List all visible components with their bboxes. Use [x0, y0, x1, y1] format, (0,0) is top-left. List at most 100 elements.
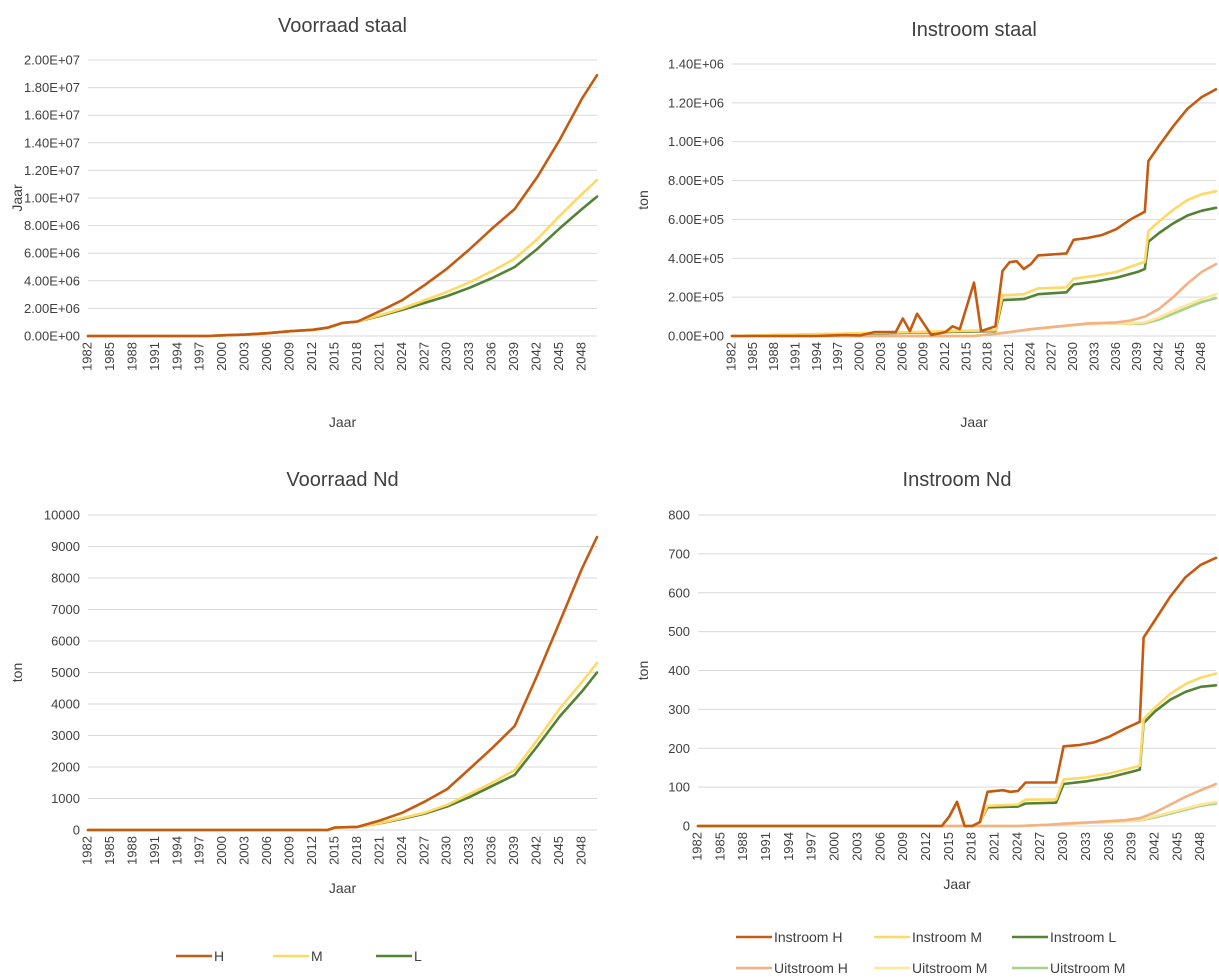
x-tick-label: 1997 — [804, 832, 819, 861]
x-tick-label: 2006 — [894, 342, 909, 371]
x-tick-label: 2048 — [1192, 832, 1207, 861]
series-line-l — [86, 671, 599, 832]
y-tick-label: 500 — [668, 624, 690, 639]
x-axis-label: Jaar — [329, 880, 357, 896]
x-tick-label: 2045 — [551, 836, 566, 865]
x-tick-label: 2042 — [1146, 832, 1161, 861]
x-tick-label: 1982 — [79, 836, 94, 865]
x-tick-label: 1991 — [758, 832, 773, 861]
x-tick-label: 2021 — [1001, 342, 1016, 371]
y-tick-label: 700 — [668, 546, 690, 561]
chart-title: Voorraad staal — [278, 15, 407, 37]
x-tick-label: 2039 — [1124, 832, 1139, 861]
series-line-uitstroom-h — [696, 782, 1218, 828]
series-line-uitstroom-m — [696, 802, 1218, 828]
legend-left-label: H — [214, 948, 224, 964]
y-tick-label: 1.60E+07 — [24, 108, 80, 123]
y-tick-label: 10000 — [44, 508, 80, 523]
x-tick-label: 2012 — [304, 836, 319, 865]
x-tick-label: 2036 — [484, 342, 499, 371]
x-tick-label: 2036 — [1108, 342, 1123, 371]
y-tick-label: 1.40E+06 — [668, 57, 724, 72]
legend-right-label: Uitstroom M — [912, 960, 987, 976]
y-tick-label: 4000 — [51, 697, 80, 712]
x-tick-label: 1994 — [809, 342, 824, 371]
x-tick-label: 1982 — [79, 342, 94, 371]
x-tick-label: 2048 — [573, 342, 588, 371]
x-tick-label: 2045 — [551, 342, 566, 371]
x-tick-label: 1994 — [169, 342, 184, 371]
x-tick-label: 2006 — [872, 832, 887, 861]
x-tick-label: 1994 — [781, 832, 796, 861]
x-tick-label: 2036 — [1101, 832, 1116, 861]
x-tick-label: 2015 — [326, 836, 341, 865]
x-tick-label: 2012 — [937, 342, 952, 371]
x-tick-label: 2018 — [964, 832, 979, 861]
x-tick-label: 2021 — [987, 832, 1002, 861]
x-tick-label: 2048 — [1193, 342, 1208, 371]
y-tick-label: 600 — [668, 585, 690, 600]
x-tick-label: 1988 — [124, 342, 139, 371]
x-tick-label: 1994 — [169, 836, 184, 865]
x-tick-label: 2003 — [237, 342, 252, 371]
x-tick-label: 1988 — [735, 832, 750, 861]
x-tick-label: 2015 — [958, 342, 973, 371]
y-tick-label: 100 — [668, 780, 690, 795]
y-tick-label: 4.00E+05 — [668, 251, 724, 266]
legend-right-label: Instroom L — [1050, 929, 1116, 945]
legend-right-label: Uitstroom M — [1050, 960, 1125, 976]
x-tick-label: 1982 — [689, 832, 704, 861]
x-tick-label: 2030 — [439, 342, 454, 371]
x-axis-label: Jaar — [329, 414, 357, 430]
chart-title: Instroom Nd — [903, 469, 1012, 491]
x-tick-label: 2027 — [416, 836, 431, 865]
y-tick-label: 1.80E+07 — [24, 80, 80, 95]
series-line-m — [86, 661, 599, 832]
x-tick-label: 2045 — [1169, 832, 1184, 861]
x-tick-label: 2045 — [1172, 342, 1187, 371]
y-tick-label: 1.20E+07 — [24, 163, 80, 178]
y-tick-label: 9000 — [51, 539, 80, 554]
y-tick-label: 1000 — [51, 791, 80, 806]
y-tick-label: 2000 — [51, 760, 80, 775]
y-tick-label: 6.00E+05 — [668, 212, 724, 227]
y-tick-label: 1.20E+06 — [668, 95, 724, 110]
x-tick-label: 2006 — [259, 342, 274, 371]
x-axis-label: Jaar — [960, 414, 988, 430]
y-tick-label: 400 — [668, 663, 690, 678]
legend-left-label: M — [311, 948, 323, 964]
y-tick-label: 3000 — [51, 728, 80, 743]
x-tick-label: 2039 — [506, 342, 521, 371]
x-tick-label: 2024 — [1022, 342, 1037, 371]
x-tick-label: 1985 — [745, 342, 760, 371]
x-tick-label: 2039 — [506, 836, 521, 865]
y-tick-label: 8000 — [51, 571, 80, 586]
series-line-h — [86, 535, 599, 832]
x-tick-label: 2024 — [394, 342, 409, 371]
y-tick-label: 1.00E+06 — [668, 134, 724, 149]
y-axis-label: Jaar — [9, 184, 25, 212]
x-tick-label: 2009 — [916, 342, 931, 371]
x-tick-label: 1988 — [766, 342, 781, 371]
x-tick-label: 2039 — [1129, 342, 1144, 371]
series-line-uitstroom-h — [730, 262, 1218, 338]
x-tick-label: 2030 — [439, 836, 454, 865]
x-tick-label: 2003 — [849, 832, 864, 861]
x-tick-label: 2027 — [1044, 342, 1059, 371]
x-tick-label: 2021 — [371, 342, 386, 371]
x-tick-label: 2042 — [529, 342, 544, 371]
x-tick-label: 1982 — [723, 342, 738, 371]
x-tick-label: 1991 — [147, 836, 162, 865]
y-tick-label: 6000 — [51, 634, 80, 649]
x-tick-label: 2015 — [326, 342, 341, 371]
series-line-l — [86, 195, 599, 338]
x-tick-label: 2018 — [349, 342, 364, 371]
x-axis-label: Jaar — [943, 876, 971, 892]
series-line-h — [86, 73, 599, 338]
y-axis-label: ton — [635, 661, 651, 680]
x-tick-label: 2012 — [304, 342, 319, 371]
y-tick-label: 2.00E+06 — [24, 301, 80, 316]
x-tick-label: 2009 — [895, 832, 910, 861]
x-tick-label: 2006 — [259, 836, 274, 865]
